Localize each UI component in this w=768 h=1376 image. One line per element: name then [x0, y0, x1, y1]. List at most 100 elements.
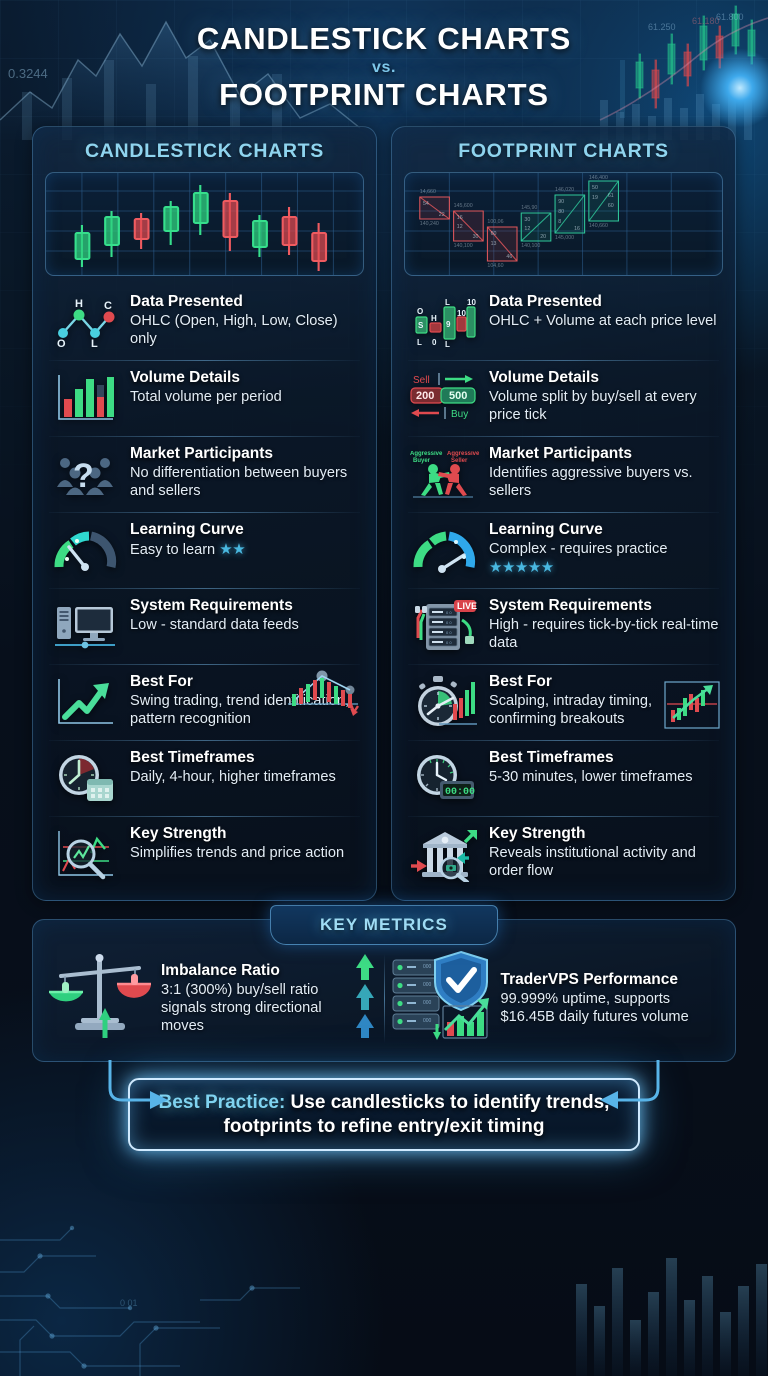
svg-text:61.180: 61.180: [692, 16, 720, 26]
svg-text:000: 000: [423, 1000, 432, 1006]
feature-text: Best Timeframes Daily, 4-hour, higher ti…: [130, 749, 362, 787]
feature-row-best-for: Best For Swing trading, trend identifica…: [45, 664, 364, 740]
candlestick-chart-thumbnail: [45, 172, 364, 277]
key-metrics-label: KEY METRICS: [320, 915, 448, 935]
svg-text:140,660: 140,660: [589, 224, 608, 230]
feature-detail: No differentiation between buyers and se…: [130, 465, 348, 499]
digital-clock-label: 00:00: [445, 787, 475, 798]
key-metric-detail: 3:1 (300%) buy/sell ratio signals strong…: [161, 982, 322, 1035]
feature-heading: Key Strength: [130, 825, 227, 843]
svg-text:0 0: 0 0: [446, 610, 452, 615]
up-arrows-icon: [352, 952, 378, 1045]
feature-heading: Data Presented: [489, 293, 602, 311]
svg-text:30: 30: [524, 218, 530, 224]
buy-volume: 500: [449, 390, 467, 402]
clock-digital-icon: 00:00: [408, 749, 480, 807]
feature-text: Learning Curve Easy to learn ★★: [130, 521, 362, 560]
feature-row-volume-details: Sell 200 500 Buy Volume Details Volume s…: [404, 360, 723, 436]
svg-text:12: 12: [457, 225, 463, 231]
svg-text:16: 16: [574, 227, 580, 233]
svg-text:80: 80: [558, 210, 564, 216]
best-practice-banner-wrap: Best Practice: Use candlesticks to ident…: [0, 1060, 768, 1151]
column-title-footprint: FOOTPRINT CHARTS: [458, 140, 669, 163]
crowd-question-icon: ?: [49, 445, 121, 503]
svg-text:16: 16: [457, 216, 463, 222]
server-shield-growth-icon: 000 000 000 000: [391, 950, 495, 1047]
infographic-header: CANDLESTICK CHARTS vs. FOOTPRINT CHARTS: [0, 0, 768, 112]
feature-detail: Simplifies trends and price action: [130, 845, 345, 862]
svg-text:0.3244: 0.3244: [8, 66, 48, 81]
feature-detail: OHLC (Open, High, Low, Close) only: [130, 313, 338, 347]
left-connector-arrow-icon: [108, 1060, 168, 1110]
title-line-2: FOOTPRINT CHARTS: [219, 76, 549, 112]
svg-text:0: 0: [432, 338, 437, 347]
key-metric-text: TraderVPS Performance 99.999% uptime, su…: [501, 971, 722, 1026]
desktop-computer-icon: [49, 597, 121, 655]
svg-text:Seller: Seller: [451, 458, 468, 464]
feature-detail: Low - standard data feeds: [130, 617, 299, 634]
svg-text:O: O: [417, 307, 423, 316]
feature-row-best-timeframes: Best Timeframes Daily, 4-hour, higher ti…: [45, 740, 364, 816]
svg-text:54: 54: [423, 202, 429, 208]
key-metrics-box: Imbalance Ratio 3:1 (300%) buy/sell rati…: [32, 919, 736, 1063]
svg-text:19: 19: [592, 196, 598, 202]
svg-text:H: H: [75, 298, 83, 310]
feature-text: Data Presented OHLC + Volume at each pri…: [489, 293, 721, 331]
svg-text:0 0: 0 0: [446, 630, 452, 635]
svg-text:0 0: 0 0: [446, 620, 452, 625]
feature-text: Key Strength Reveals institutional activ…: [489, 825, 721, 880]
best-practice-key: Best Practice:: [158, 1092, 286, 1114]
feature-row-learning-curve: Learning Curve Complex - requires practi…: [404, 512, 723, 588]
svg-text:140,100: 140,100: [454, 244, 473, 250]
live-badge-label: LIVE: [457, 601, 477, 611]
feature-row-key-strength: Key Strength Reveals institutional activ…: [404, 816, 723, 892]
gauge-high-icon: [408, 521, 480, 579]
feature-heading: Learning Curve: [130, 521, 244, 539]
svg-text:13: 13: [491, 242, 497, 248]
best-practice-body: Use candlesticks to identify trends, foo…: [223, 1092, 610, 1137]
feature-text: Data Presented OHLC (Open, High, Low, Cl…: [130, 293, 362, 348]
key-metric-detail: 99.999% uptime, supports $16.45B daily f…: [500, 991, 689, 1026]
feature-text: Market Participants No differentiation b…: [130, 445, 362, 500]
svg-text:61: 61: [608, 194, 614, 200]
feature-text: Best For Scalping, intraday timing, conf…: [489, 673, 721, 728]
candlestick-column-card: CANDLESTICK CHARTS: [32, 126, 377, 902]
feature-row-key-strength: Key Strength Simplifies trends and price…: [45, 816, 364, 892]
feature-heading: Best Timeframes: [130, 749, 255, 767]
svg-text:100,06: 100,06: [487, 220, 503, 226]
feature-heading: Market Participants: [130, 445, 273, 463]
svg-text:L: L: [445, 298, 450, 307]
footprint-chart-thumbnail: 54 22 16 12 30 60 13 46 30 12 20 90 80 8 16 50 19 61…: [404, 172, 723, 277]
title-line-1: CANDLESTICK CHARTS: [196, 21, 572, 56]
svg-text:10: 10: [457, 309, 466, 318]
feature-heading: Volume Details: [130, 369, 240, 387]
svg-text:145,600: 145,600: [454, 204, 473, 210]
breakout-candles-icon: [663, 680, 721, 737]
feature-heading: Market Participants: [489, 445, 632, 463]
svg-text:145,000: 145,000: [555, 236, 574, 242]
key-metric-heading: Imbalance Ratio: [161, 962, 280, 980]
star-rating: ★★★★★: [489, 558, 554, 576]
svg-text:145,90: 145,90: [521, 206, 537, 212]
ohlc-points-icon: H C O L: [49, 293, 121, 351]
svg-text:L: L: [417, 338, 422, 347]
aggressive-traders-icon: Aggressive Buyer Aggressive Seller: [408, 445, 480, 503]
svg-text:000: 000: [423, 1018, 432, 1024]
svg-text:000: 000: [423, 982, 432, 988]
gauge-low-icon: [49, 521, 121, 579]
column-title-candlestick: CANDLESTICK CHARTS: [84, 140, 324, 163]
svg-text:61.800: 61.800: [716, 12, 744, 22]
feature-row-best-for: Best For Scalping, intraday timing, conf…: [404, 664, 723, 740]
feature-row-best-timeframes: 00:00 Best Timeframes 5-30 minutes, lowe…: [404, 740, 723, 816]
svg-text:50: 50: [592, 186, 598, 192]
svg-text:9: 9: [446, 320, 451, 329]
svg-text:46: 46: [506, 255, 512, 261]
feature-row-system-requirements: System Requirements Low - standard data …: [45, 588, 364, 664]
svg-text:?: ?: [73, 457, 94, 495]
svg-text:O: O: [57, 338, 66, 349]
best-practice-text: Best Practice: Use candlesticks to ident…: [146, 1091, 622, 1137]
feature-row-data-presented: H C O L Data Presented OHLC (Open, High,…: [45, 284, 364, 360]
key-metric-imbalance-ratio: Imbalance Ratio 3:1 (300%) buy/sell rati…: [43, 950, 382, 1047]
